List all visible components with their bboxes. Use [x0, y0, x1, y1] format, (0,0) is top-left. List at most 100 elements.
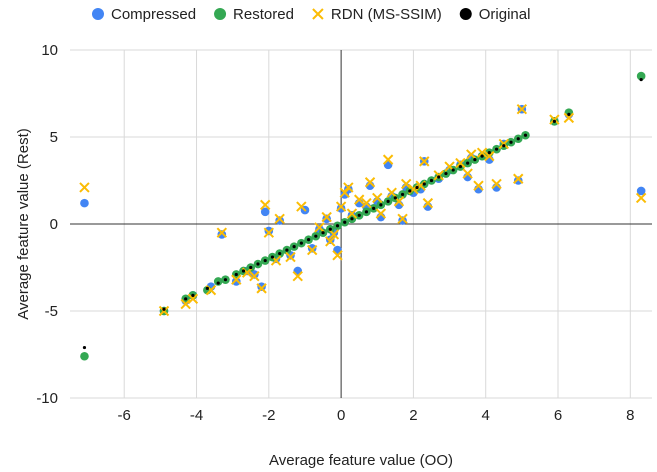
x-mark-stroke [346, 208, 358, 219]
point-rdn-ms-ssim [455, 157, 466, 169]
point-compressed [264, 226, 274, 236]
x-mark-stroke [563, 112, 575, 124]
point-compressed [231, 277, 241, 286]
point-rdn-ms-ssim [498, 138, 509, 150]
point-compressed [322, 214, 331, 224]
point-rdn-ms-ssim [549, 114, 560, 125]
point-original [408, 189, 412, 193]
x-mark-stroke [372, 192, 383, 204]
x-mark-stroke [353, 194, 365, 205]
point-rdn-ms-ssim [335, 201, 347, 212]
point-rdn-ms-ssim [321, 211, 332, 223]
x-tick-label: -4 [190, 407, 203, 424]
legend-label: Restored [233, 6, 294, 23]
x-tick-label: -6 [118, 407, 131, 424]
x-mark-stroke [314, 222, 325, 233]
x-tick-label: 8 [626, 407, 634, 424]
point-original [249, 265, 253, 270]
x-mark-stroke [270, 255, 282, 266]
point-original [444, 171, 448, 176]
point-rdn-ms-ssim [400, 178, 412, 190]
point-rdn-ms-ssim [491, 178, 502, 190]
point-rdn-ms-ssim [306, 244, 318, 256]
legend-label: RDN (MS-SSIM) [331, 6, 442, 23]
point-rdn-ms-ssim [263, 227, 275, 238]
x-mark-stroke [292, 270, 303, 282]
x-mark-stroke [187, 293, 199, 305]
point-rdn-ms-ssim [328, 229, 340, 240]
x-mark-stroke [241, 267, 253, 278]
point-original [502, 144, 506, 148]
x-mark-stroke [419, 156, 430, 167]
point-rdn-ms-ssim [375, 208, 387, 219]
point-original [205, 286, 209, 290]
point-original [270, 255, 275, 259]
point-rdn-ms-ssim [386, 187, 397, 198]
point-compressed [513, 176, 523, 185]
point-original [263, 258, 267, 263]
point-rdn-ms-ssim [343, 182, 354, 193]
point-original [256, 262, 260, 266]
x-mark-stroke [484, 150, 495, 162]
point-original [306, 238, 311, 242]
x-mark-stroke [180, 298, 191, 310]
point-rdn-ms-ssim [635, 192, 647, 204]
point-original [494, 147, 499, 151]
point-original [473, 158, 477, 162]
point-rdn-ms-ssim [513, 173, 524, 184]
point-original [422, 182, 426, 186]
point-original [437, 175, 441, 179]
point-compressed [217, 230, 227, 239]
x-mark-stroke [455, 157, 466, 169]
x-mark-stroke [386, 187, 397, 198]
point-original [429, 178, 434, 183]
point-original [184, 297, 188, 301]
point-restored [636, 71, 646, 81]
y-tick-label: 10 [41, 42, 58, 59]
point-rdn-ms-ssim [256, 283, 267, 294]
x-mark-stroke [321, 211, 332, 223]
legend-item-rdn-ms-ssim: RDN (MS-SSIM) [312, 6, 442, 23]
legend-item-restored: Restored [214, 6, 294, 23]
point-original [285, 248, 289, 252]
x-mark-stroke [549, 114, 560, 125]
point-original [372, 206, 376, 210]
point-compressed [275, 216, 284, 225]
point-original [400, 192, 405, 197]
point-original [191, 293, 195, 297]
point-rdn-ms-ssim [361, 197, 372, 209]
point-rdn-ms-ssim [364, 177, 376, 188]
x-mark-stroke [382, 154, 394, 165]
y-tick-label: -5 [45, 303, 58, 320]
legend-label: Original [479, 6, 531, 23]
point-original [241, 269, 246, 273]
point-original [343, 220, 347, 224]
point-rdn-ms-ssim [419, 156, 430, 167]
point-rdn-ms-ssim [216, 227, 228, 238]
point-rdn-ms-ssim [462, 168, 473, 179]
x-mark-stroke [256, 283, 267, 294]
point-original [321, 231, 325, 235]
x-tick-label: 0 [337, 407, 345, 424]
point-rdn-ms-ssim [292, 270, 303, 282]
point-original [451, 168, 455, 172]
point-rdn-ms-ssim [382, 154, 394, 165]
point-original [328, 227, 332, 231]
point-original [516, 137, 520, 141]
x-mark-stroke [498, 138, 509, 150]
x-mark-stroke [375, 208, 387, 219]
x-mark-stroke [466, 149, 477, 160]
point-original [509, 140, 513, 144]
x-mark-stroke [332, 250, 343, 261]
x-mark-stroke [476, 147, 488, 158]
x-mark-stroke [422, 197, 434, 209]
x-mark-stroke [274, 213, 285, 224]
x-mark-stroke [491, 178, 502, 190]
point-original [393, 196, 397, 200]
x-mark-stroke [462, 168, 473, 179]
tick-labels: -6 -4 -2 0 2 4 6 8 -10 -5 0 5 10 [36, 42, 634, 424]
point-rdn-ms-ssim [466, 149, 477, 160]
x-mark-stroke [473, 180, 484, 191]
point-original [216, 281, 220, 285]
point-rdn-ms-ssim [180, 298, 191, 310]
